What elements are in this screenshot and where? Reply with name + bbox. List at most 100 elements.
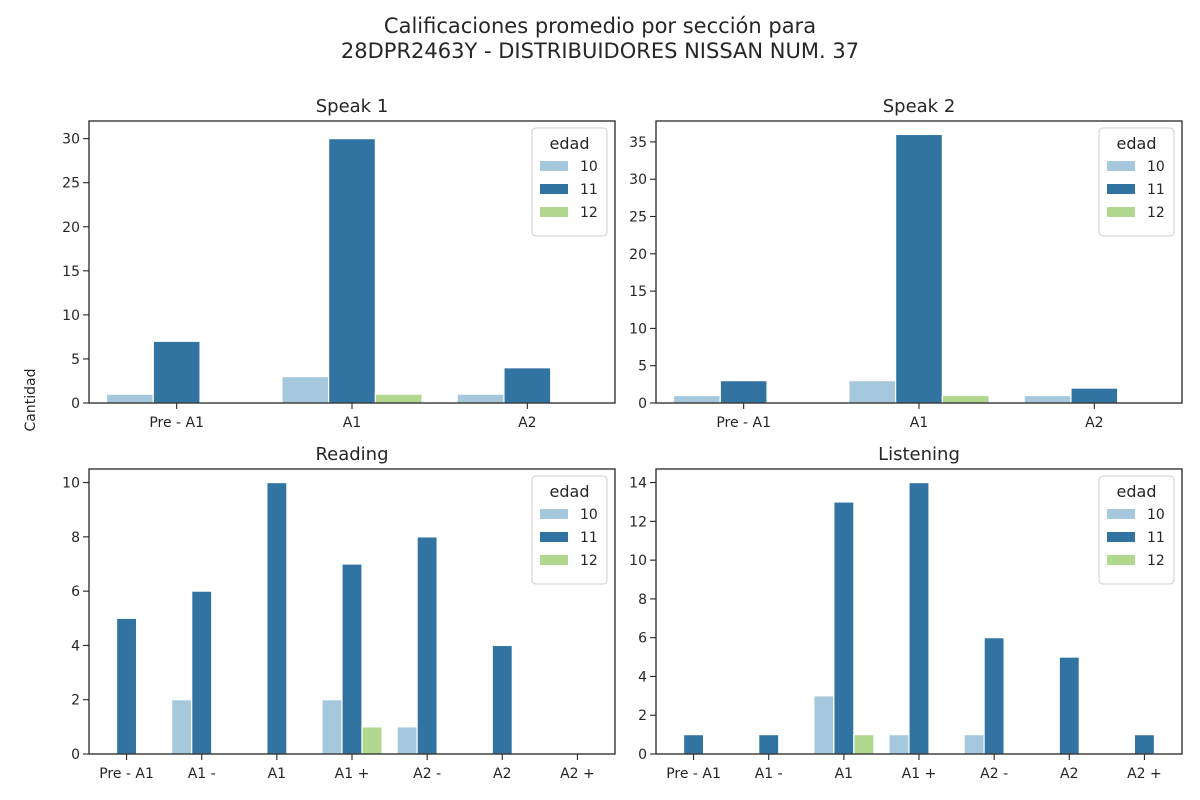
y-tick-label: 20 — [62, 220, 80, 236]
y-tick-label: 4 — [638, 669, 647, 685]
legend-swatch-12 — [540, 555, 568, 565]
bar-a1-edad-10 — [281, 375, 330, 404]
chart-reading: Reading 0 2 4 6 8 10 Pre - A1 A1 - A1 A1 + A2 - A2 A2… — [62, 444, 616, 782]
legend-swatch-12 — [540, 207, 568, 217]
bar-a2-edad-11 — [1133, 734, 1156, 755]
x-tick-label: Pre - A1 — [666, 766, 721, 782]
x-tick-label: A2 - — [413, 766, 441, 782]
legend: edad 10 11 12 — [1098, 475, 1175, 585]
x-tick-label: Pre - A1 — [149, 415, 204, 431]
chart-listening: Listening 0 2 4 6 8 10 12 14 Pre - A1 A1 - A1 A1 + A2… — [629, 444, 1183, 782]
legend-swatch-11 — [1107, 532, 1135, 542]
y-tick-label: 12 — [629, 514, 647, 530]
legend-entry-10: 10 — [1147, 507, 1165, 523]
y-tick-label: 6 — [71, 584, 80, 600]
legend-entry-12: 12 — [1147, 205, 1165, 221]
y-tick-label: 5 — [71, 352, 80, 368]
figure-title: Calificaciones promedio por sección para… — [0, 14, 1200, 64]
legend-swatch-10 — [540, 161, 568, 171]
bar-pre-a1-edad-11 — [682, 734, 705, 755]
bar-a1-edad-11 — [266, 481, 288, 755]
legend-swatch-11 — [540, 532, 568, 542]
legend-entry-12: 12 — [1147, 553, 1165, 569]
y-tick-label: 0 — [71, 747, 80, 763]
legend-swatch-12 — [1107, 555, 1135, 565]
y-tick-label: 0 — [71, 396, 80, 412]
legend-title: edad — [550, 482, 590, 501]
bar-a2-edad-11 — [1070, 387, 1119, 404]
bar-a1-edad-11 — [895, 133, 943, 404]
figure-title-line1: Calificaciones promedio por sección para — [383, 14, 817, 38]
bar-a2-edad-11 — [1058, 656, 1080, 755]
legend-entry-11: 11 — [1147, 182, 1165, 198]
bar-a1-edad-12 — [941, 394, 990, 404]
x-tick-label: A2 - — [980, 766, 1008, 782]
chart-speak-2-title: Speak 2 — [883, 96, 956, 117]
y-tick-label: 10 — [629, 321, 647, 337]
x-tick-label: A1 + — [902, 766, 937, 782]
y-tick-label: 8 — [638, 592, 647, 608]
x-tick-label: Pre - A1 — [99, 766, 154, 782]
x-tick-label: Pre - A1 — [716, 415, 771, 431]
bar-a1-edad-10 — [848, 380, 897, 404]
legend-swatch-11 — [1107, 184, 1135, 194]
bar-a1-edad-11 — [191, 590, 213, 755]
legend-swatch-10 — [1107, 161, 1135, 171]
legend-entry-10: 10 — [580, 159, 598, 175]
y-tick-label: 8 — [71, 530, 80, 546]
bar-a2-edad-11 — [416, 536, 438, 755]
y-tick-label: 10 — [629, 553, 647, 569]
plot-frame — [655, 120, 1183, 404]
x-tick-label: A2 — [518, 415, 536, 431]
legend-title: edad — [1117, 134, 1157, 153]
y-tick-label: 25 — [629, 209, 647, 225]
bar-a2-edad-11 — [491, 644, 513, 755]
legend: edad 10 11 12 — [1098, 127, 1175, 237]
y-tick-label: 0 — [638, 747, 647, 763]
plot-frame — [655, 468, 1183, 755]
legend-entry-10: 10 — [1147, 159, 1165, 175]
y-tick-label: 30 — [629, 172, 647, 188]
bar-a2-edad-11 — [503, 367, 552, 404]
x-tick-label: A2 + — [1127, 766, 1162, 782]
legend-entry-11: 11 — [1147, 530, 1165, 546]
bar-a2-edad-10 — [963, 734, 985, 755]
bar-pre-a1-edad-11 — [152, 340, 201, 404]
x-tick-label: A1 + — [335, 766, 370, 782]
bar-a2-edad-10 — [396, 726, 418, 755]
x-tick-label: A1 — [835, 766, 853, 782]
y-tick-label: 10 — [62, 476, 80, 492]
bar-a1-edad-11 — [758, 734, 780, 755]
y-tick-label: 5 — [638, 359, 647, 375]
bar-a1-edad-11 — [328, 138, 376, 404]
bar-a1-edad-11 — [833, 501, 855, 755]
y-tick-label: 4 — [71, 638, 80, 654]
x-tick-label: A2 — [1060, 766, 1078, 782]
x-tick-label: A2 + — [560, 766, 595, 782]
legend-swatch-12 — [1107, 207, 1135, 217]
legend-entry-11: 11 — [580, 182, 598, 198]
bar-a2-edad-10 — [456, 393, 505, 404]
legend-entry-12: 12 — [580, 205, 598, 221]
legend-entry-11: 11 — [580, 530, 598, 546]
legend-swatch-11 — [540, 184, 568, 194]
plot-frame — [88, 468, 616, 755]
legend-title: edad — [550, 134, 590, 153]
bar-a1-edad-12 — [853, 734, 875, 755]
bar-a1-edad-11 — [908, 481, 930, 755]
bar-a1-edad-11 — [341, 563, 363, 755]
x-tick-label: A1 - — [188, 766, 216, 782]
legend-entry-12: 12 — [580, 553, 598, 569]
y-tick-label: 35 — [629, 135, 647, 151]
y-tick-label: 25 — [62, 176, 80, 192]
y-tick-label: 30 — [62, 132, 80, 148]
y-tick-label: 20 — [629, 247, 647, 263]
y-tick-label: 14 — [629, 476, 647, 492]
bar-pre-a1-edad-11 — [115, 617, 138, 755]
chart-speak-2: Speak 2 0 5 10 15 20 25 30 35 Pre - A1 A1 A2 edad 10 1… — [629, 96, 1183, 431]
bar-a1-edad-10 — [888, 734, 910, 755]
x-tick-label: A1 — [910, 415, 928, 431]
chart-speak-1-title: Speak 1 — [316, 96, 389, 117]
y-tick-label: 15 — [62, 264, 80, 280]
